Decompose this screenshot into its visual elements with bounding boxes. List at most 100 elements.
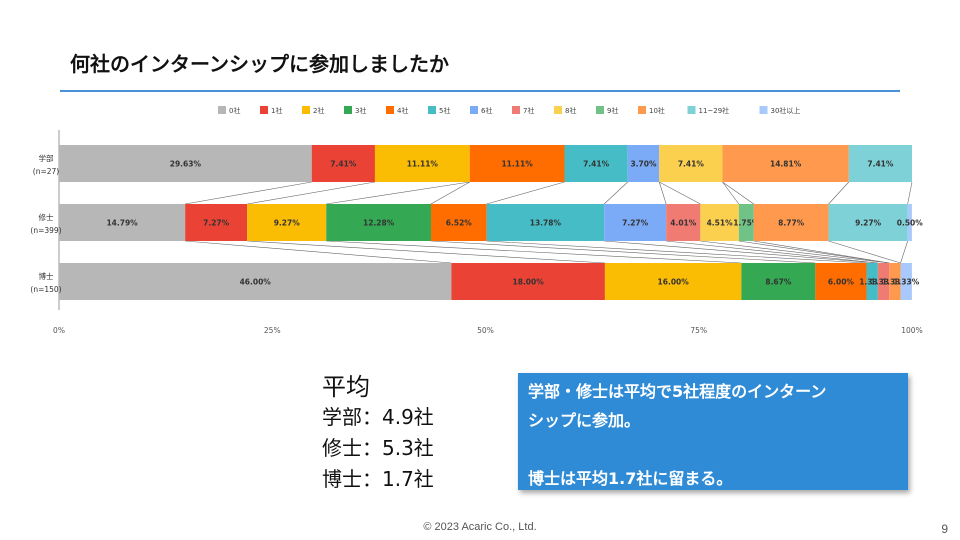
x-tick-label: 75% — [690, 326, 707, 335]
data-label: 0.50% — [897, 219, 924, 228]
legend-swatch — [470, 106, 478, 114]
bar-segment — [741, 263, 816, 300]
bar-segment — [451, 263, 605, 300]
legend-swatch — [759, 106, 768, 114]
legend-swatch — [596, 106, 604, 114]
bar-segment — [659, 145, 723, 182]
title-divider — [60, 90, 900, 92]
series-connector — [185, 240, 452, 264]
series-connector — [907, 181, 913, 205]
legend-label: 30社以上 — [771, 106, 801, 115]
bar-segment — [900, 263, 912, 300]
data-label: 1.75% — [733, 219, 760, 228]
series-connector — [430, 240, 816, 264]
bar-segment — [700, 204, 739, 241]
series-connector — [658, 181, 667, 205]
legend-swatch — [512, 106, 520, 114]
category-n: (n=399) — [30, 226, 61, 235]
bar-segment — [564, 145, 628, 182]
series-connector — [326, 181, 470, 205]
callout-line-3: 博士は平均1.7社に留まる。 — [528, 469, 733, 488]
data-label: 18.00% — [513, 278, 545, 287]
data-label: 29.63% — [170, 160, 202, 169]
data-label: 1.33% — [871, 278, 898, 287]
callout-line-1: 学部・修士は平均で5社程度のインターン — [528, 382, 827, 401]
series-connector — [247, 181, 376, 205]
series-connector — [430, 181, 470, 205]
bar-segment — [486, 204, 605, 241]
data-label: 4.01% — [670, 219, 697, 228]
bar-segment — [185, 204, 248, 241]
bar-segment — [828, 204, 908, 241]
bar-segment — [753, 204, 829, 241]
series-connector — [486, 240, 867, 264]
data-label: 46.00% — [240, 278, 272, 287]
category-label: 学部 — [39, 153, 54, 163]
page-number: 9 — [941, 522, 948, 536]
legend-swatch — [428, 106, 436, 114]
average-undergrad: 学部：4.9社 — [322, 405, 434, 429]
data-label: 9.27% — [274, 219, 301, 228]
legend-label: 2社 — [313, 106, 324, 115]
legend-label: 6社 — [481, 106, 492, 115]
average-doctoral: 博士：1.7社 — [322, 467, 434, 491]
bar-segment — [59, 145, 312, 182]
legend-label: 4社 — [397, 106, 408, 115]
category-label: 修士 — [39, 212, 54, 222]
bar-segment — [815, 263, 867, 300]
legend-swatch — [344, 106, 352, 114]
bar-segment — [374, 145, 470, 182]
data-label: 12.28% — [363, 219, 395, 228]
data-label: 14.79% — [106, 219, 138, 228]
summary-callout: 学部・修士は平均で5社程度のインターン シップに参加。 博士は平均1.7社に留ま… — [518, 373, 908, 490]
legend-label: 8社 — [565, 106, 576, 115]
bar-segment — [907, 204, 912, 241]
average-masters: 修士：5.3社 — [322, 436, 434, 460]
legend-swatch — [687, 106, 696, 114]
legend-swatch — [302, 106, 310, 114]
slide-title: 何社のインターンシップに参加しましたか — [70, 52, 449, 76]
bar-segment — [604, 204, 667, 241]
copyright: © 2023 Acaric Co., Ltd. — [423, 521, 537, 533]
bar-segment — [311, 145, 375, 182]
category-n: (n=27) — [33, 167, 60, 176]
bar-segment — [59, 263, 452, 300]
bar-segment — [247, 204, 327, 241]
data-label: 1.33% — [893, 278, 920, 287]
data-label: 11.11% — [407, 160, 439, 169]
series-connector — [700, 240, 890, 264]
data-label: 7.27% — [203, 219, 230, 228]
series-connector — [738, 240, 890, 264]
legend-swatch — [638, 106, 646, 114]
series-connector — [900, 240, 908, 264]
data-label: 6.52% — [446, 219, 473, 228]
series-connector — [666, 240, 878, 264]
data-label: 6.00% — [828, 278, 855, 287]
bar-segment — [326, 204, 431, 241]
series-connector — [326, 240, 742, 264]
series-connector — [659, 181, 701, 205]
legend-label: 0社 — [229, 106, 240, 115]
data-label: 7.41% — [867, 160, 894, 169]
data-label: 8.67% — [765, 278, 792, 287]
series-connector — [604, 240, 878, 264]
data-label: 14.81% — [770, 160, 802, 169]
data-label: 1.33% — [882, 278, 909, 287]
series-connector — [828, 181, 850, 205]
legend-swatch — [218, 106, 226, 114]
bar-segment — [866, 263, 878, 300]
data-label: 11.11% — [501, 160, 533, 169]
series-connector — [486, 181, 565, 205]
bar-segment — [877, 263, 890, 300]
data-label: 1.33% — [859, 278, 886, 287]
series-connector — [722, 181, 740, 205]
bar-segment — [59, 204, 186, 241]
bar-segment — [738, 204, 754, 241]
legend-label: 3社 — [355, 106, 366, 115]
series-connector — [603, 181, 628, 205]
data-label: 13.78% — [530, 219, 562, 228]
bar-segment — [430, 204, 487, 241]
bar-segment — [627, 145, 660, 182]
series-connector — [185, 181, 312, 205]
series-connector — [753, 240, 890, 264]
